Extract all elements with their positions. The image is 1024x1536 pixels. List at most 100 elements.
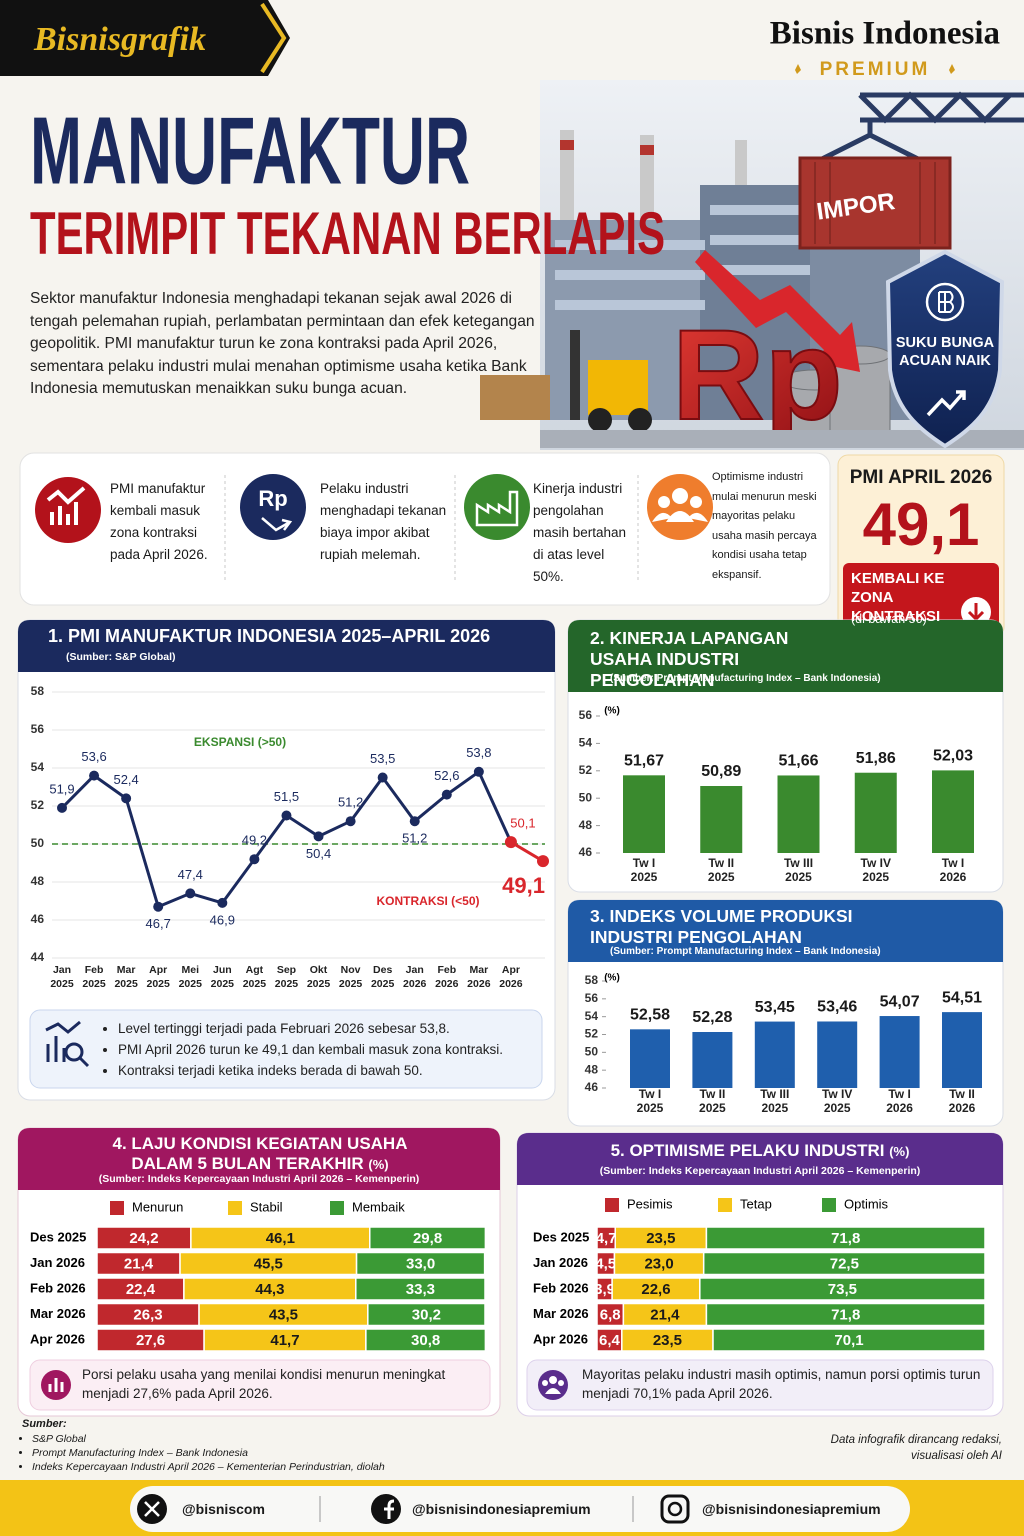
footer-pill [130, 1486, 910, 1532]
container-ribs [814, 162, 936, 244]
y-tick-label: Jan 2026 [30, 1255, 85, 1270]
currency-symbol: Rp [672, 304, 843, 447]
highlight: Pelaku industri menghadapi tekanan biaya… [320, 481, 447, 562]
value-label: 6,8 [600, 1306, 621, 1323]
point [153, 901, 164, 912]
x-tick-label: Tw IV 2025 [821, 1087, 853, 1115]
chart-5-title-text: 5. OPTIMISME PELAKU INDUSTRI [610, 1141, 885, 1160]
y-tick-label: 56 [31, 722, 45, 736]
legend-swatch [718, 1198, 732, 1212]
chart-1-notes: Level tertinggi terjadi pada Februari 20… [100, 1018, 548, 1081]
point [377, 772, 388, 783]
y-tick-label: Apr 2026 [533, 1331, 588, 1346]
pmi-note: KEMBALI KE ZONA KONTRAKSI [851, 570, 945, 625]
panel-2-header [568, 620, 1003, 692]
value-label: 22,4 [126, 1281, 156, 1298]
legend-label: Membaik [352, 1199, 405, 1214]
value-label: 27,6 [136, 1332, 165, 1349]
line-segment [510, 840, 544, 863]
chart-4-unit: (%) [368, 1157, 389, 1172]
bar [854, 772, 897, 853]
sources-title: Sumber: [22, 1418, 67, 1430]
icon-factory-glyph [475, 490, 519, 527]
value-label: 52,6 [434, 768, 459, 783]
social-handle: @bisniscom [182, 1501, 265, 1517]
bar-segment [705, 1302, 986, 1327]
x-tick-label: Mar 2026 [467, 964, 491, 990]
y-tick-label: 54 [585, 1009, 599, 1023]
star [795, 64, 801, 74]
point [57, 802, 67, 813]
value-label: 21,4 [650, 1306, 680, 1323]
value-label: 46,7 [146, 916, 171, 931]
y-tick-label: Mar 2026 [30, 1306, 86, 1321]
x-tick-label: Tw I 2025 [636, 1087, 664, 1115]
value-label: 52,58 [630, 1007, 670, 1024]
value-label: 50,4 [306, 846, 331, 861]
source: S&P Global [32, 1432, 552, 1446]
illustration: IMPOR Rp [480, 80, 1024, 450]
brand-arrow [260, 2, 287, 74]
x-tick-label: Jan 2026 [403, 964, 427, 990]
point [537, 855, 549, 868]
y-tick-label: Mar 2026 [533, 1306, 589, 1321]
x-tick-label: Des 2025 [370, 964, 395, 990]
x-tick-label: Apr 2026 [499, 964, 523, 990]
y-tick-label: 54 [579, 736, 593, 750]
chimney-stripe [640, 145, 654, 155]
point [409, 816, 420, 827]
subtitle: TERIMPIT TEKANAN BERLAPIS [30, 200, 665, 267]
value-label: 52,4 [113, 772, 138, 787]
bar-segment [369, 1226, 487, 1250]
x-tick-label: Jun 2025 [210, 964, 234, 990]
x-tick-label: Okt 2025 [306, 964, 331, 990]
y-tick-label: 48 [31, 874, 45, 888]
container [798, 156, 952, 250]
value-label: 23,5 [646, 1230, 675, 1247]
value-label: 46,1 [266, 1230, 295, 1247]
annotation: EKSPANSI (>50) [194, 735, 286, 749]
icon-people-glyph [652, 488, 708, 522]
windows [555, 205, 810, 310]
x-tick-label: Agt 2025 [242, 964, 267, 990]
bar [932, 770, 974, 853]
icon-note-4-glyph [48, 1378, 64, 1392]
value-label: 26,3 [133, 1306, 162, 1323]
bar-segment [705, 1226, 986, 1250]
crane [818, 91, 1024, 163]
chart-2-source: (Sumber: Prompt Manufacturing Index – Ba… [610, 673, 881, 684]
publisher: Bisnis Indonesia [770, 16, 1000, 52]
chart-4-source: (Sumber: Indeks Kepercayaan Industri Apr… [98, 1173, 420, 1185]
value-label: 53,46 [817, 999, 857, 1016]
bar-segment [699, 1277, 986, 1301]
value-label: 47,4 [178, 867, 203, 882]
legend-swatch [228, 1201, 242, 1215]
chart-4-title-text: 4. LAJU KONDISI KEGIATAN USAHA DALAM 5 B… [112, 1134, 408, 1173]
value-label: 51,2 [338, 795, 363, 810]
bar [692, 1032, 733, 1088]
x-tick-label: Jan 2025 [50, 964, 74, 990]
y-tick-label: Feb 2026 [30, 1280, 86, 1295]
social-handle: @bisnisindonesiapremium [702, 1501, 881, 1517]
value-label: 53,5 [370, 751, 395, 766]
y-tick-label: 44 [31, 950, 45, 964]
value-label: 43,5 [269, 1306, 298, 1323]
point [185, 888, 196, 899]
shield-label: SUKU BUNGA ACUAN NAIK [895, 335, 995, 369]
bi-logo [925, 282, 965, 322]
pmi-note-banner [843, 563, 999, 633]
chart-1-title: 1. PMI MANUFAKTUR INDONESIA 2025–APRIL 2… [48, 626, 491, 646]
x-tick-label: Apr 2025 [146, 964, 170, 990]
value-label: 53,45 [755, 999, 795, 1016]
y-tick-label: 50 [585, 1045, 599, 1059]
bi-logo-mark [938, 291, 954, 313]
note: Level tertinggi terjadi pada Februari 20… [118, 1018, 548, 1039]
x-tick-label: Tw I 2025 [630, 856, 658, 884]
value-label: 24,2 [129, 1230, 158, 1247]
chart-5-title: 5. OPTIMISME PELAKU INDUSTRI (%) [517, 1141, 1003, 1161]
up-arrow [926, 390, 966, 417]
legend-label: Tetap [740, 1196, 772, 1211]
chart-3-source: (Sumber: Prompt Manufacturing Index – Ba… [610, 946, 881, 957]
value-label: 46,9 [210, 912, 235, 927]
